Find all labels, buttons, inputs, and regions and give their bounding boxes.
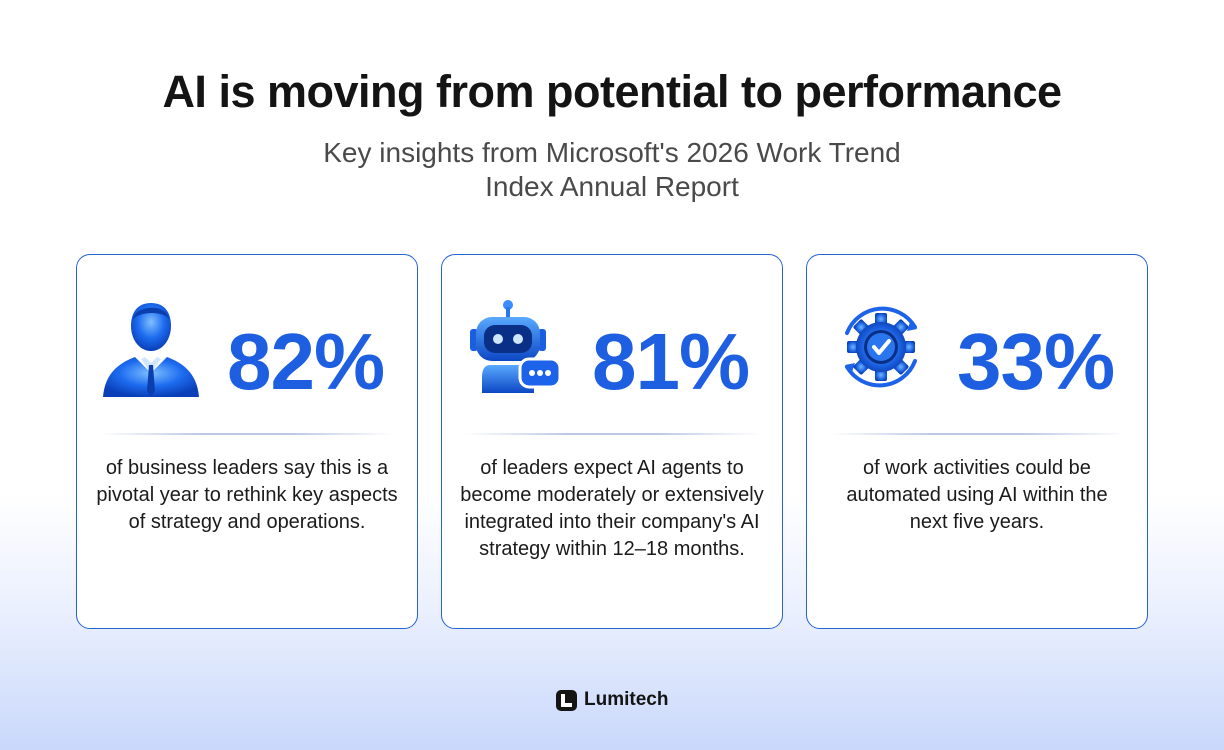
robot-chat-icon: [462, 293, 570, 401]
stat-description: of business leaders say this is a pivota…: [96, 457, 398, 533]
stat-card-ai-agents: 81% of leaders expect AI agents to becom…: [441, 254, 783, 629]
stat-value: 33%: [957, 317, 1115, 406]
divider: [829, 433, 1125, 435]
stat-description: of work activities could be automated us…: [846, 457, 1108, 533]
brand-logo: Lumitech: [556, 688, 668, 712]
stat-card-business-leaders: 82% of business leaders say this is a pi…: [76, 254, 418, 629]
stat-value: 82%: [227, 317, 385, 406]
stat-description: of leaders expect AI agents to become mo…: [460, 457, 764, 560]
page-subtitle: Key insights from Microsoft's 2026 Work …: [323, 137, 901, 202]
stat-card-automation: 33% of work activities could be automate…: [806, 254, 1148, 629]
brand-name: Lumitech: [584, 689, 669, 710]
divider: [464, 433, 760, 435]
stat-value: 81%: [592, 317, 750, 406]
divider: [99, 433, 395, 435]
page-title: AI is moving from potential to performan…: [162, 66, 1062, 117]
lumitech-logo-icon: [556, 689, 577, 711]
gear-check-icon: [827, 293, 935, 401]
businessman-icon: [97, 293, 205, 401]
